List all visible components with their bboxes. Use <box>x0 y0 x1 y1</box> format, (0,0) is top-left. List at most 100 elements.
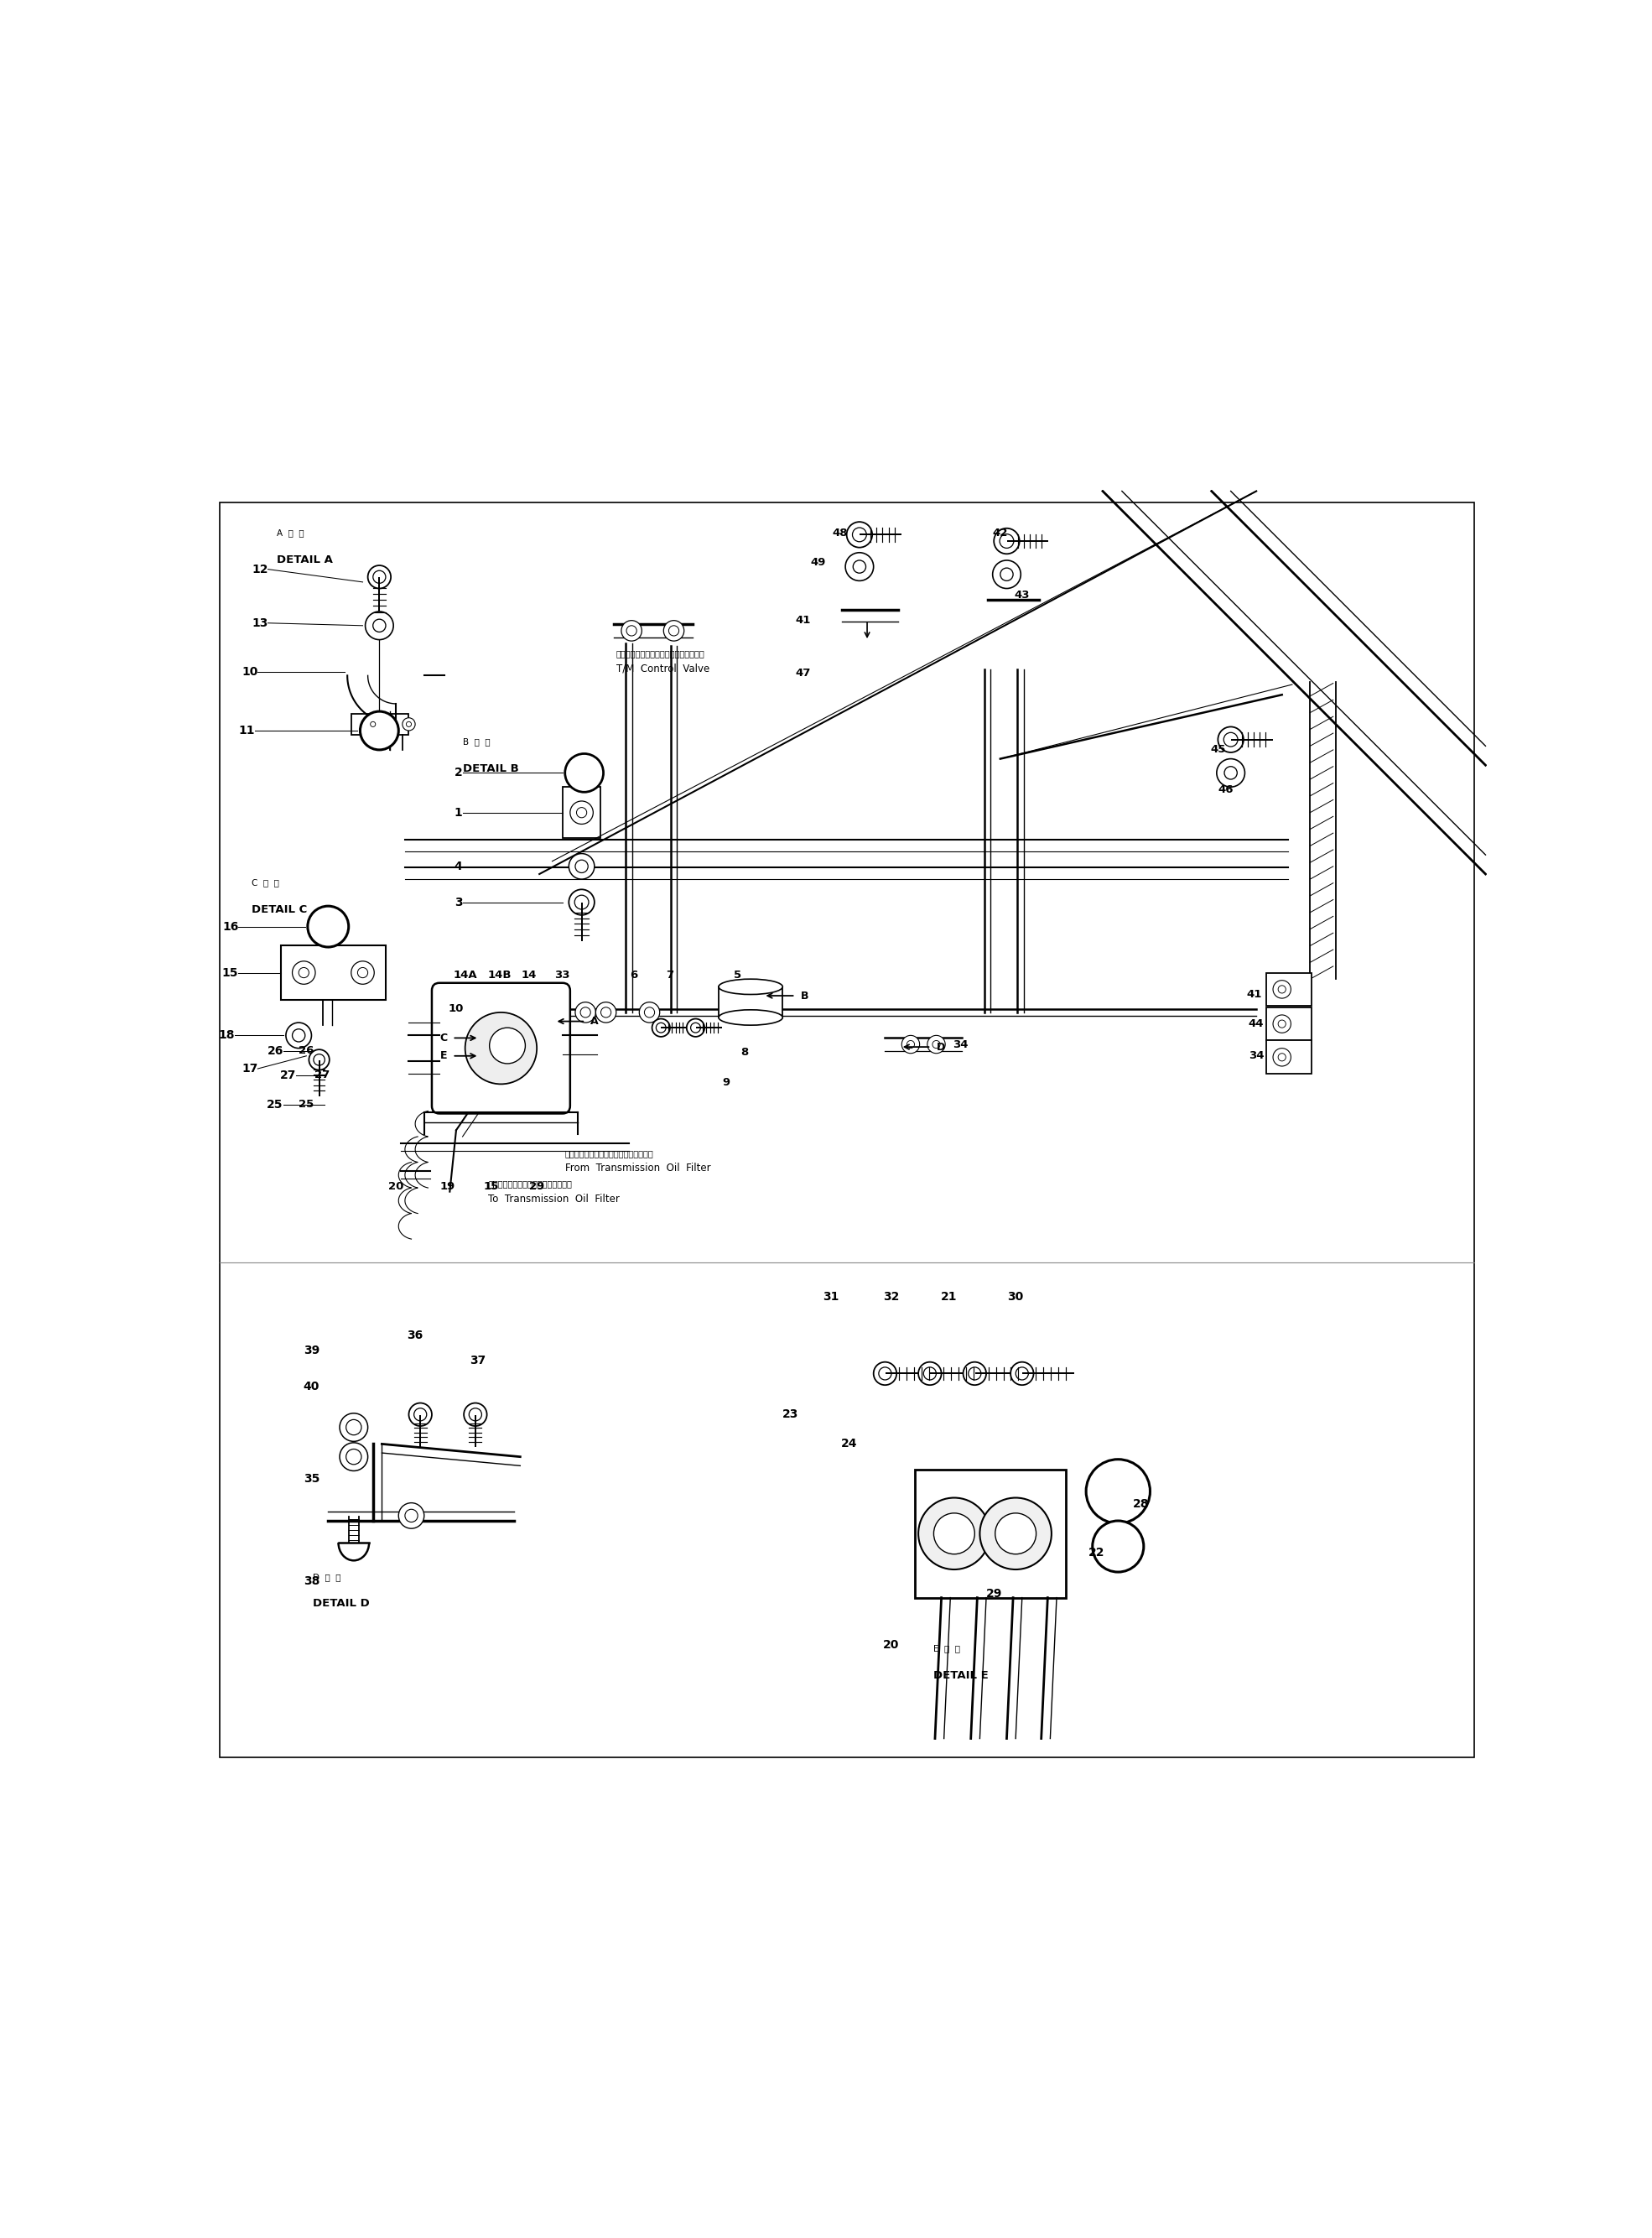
Text: 15: 15 <box>221 967 238 978</box>
Text: 37: 37 <box>469 1354 486 1367</box>
Circle shape <box>653 1018 671 1036</box>
Circle shape <box>1092 1522 1143 1571</box>
Text: 6: 6 <box>631 969 638 980</box>
Text: 19: 19 <box>439 1182 454 1193</box>
Text: E: E <box>439 1050 448 1061</box>
Circle shape <box>1274 980 1290 998</box>
Text: 4: 4 <box>454 859 463 873</box>
Circle shape <box>368 566 392 589</box>
Circle shape <box>352 960 375 985</box>
Text: 26: 26 <box>268 1045 284 1056</box>
Text: 38: 38 <box>304 1576 319 1587</box>
Text: 3: 3 <box>454 897 463 909</box>
Text: 28: 28 <box>1133 1497 1150 1511</box>
Text: 15: 15 <box>482 1182 499 1193</box>
Circle shape <box>489 1027 525 1063</box>
Circle shape <box>398 1504 425 1529</box>
Circle shape <box>292 960 316 985</box>
Circle shape <box>995 528 1019 553</box>
Ellipse shape <box>719 1009 783 1025</box>
Circle shape <box>367 718 380 730</box>
Text: 47: 47 <box>795 667 811 678</box>
Circle shape <box>1218 727 1244 752</box>
Circle shape <box>995 1513 1036 1553</box>
Text: 10: 10 <box>241 667 258 678</box>
FancyBboxPatch shape <box>719 987 783 1018</box>
Circle shape <box>340 1444 368 1470</box>
Circle shape <box>902 1036 920 1054</box>
Circle shape <box>568 853 595 880</box>
Circle shape <box>307 906 349 947</box>
Text: 27: 27 <box>279 1070 296 1081</box>
Text: D: D <box>937 1041 945 1052</box>
Text: 26: 26 <box>299 1045 314 1056</box>
Ellipse shape <box>719 978 783 994</box>
Text: T/M  Control  Valve: T/M Control Valve <box>616 662 709 674</box>
Circle shape <box>464 1403 487 1426</box>
Text: 7: 7 <box>666 969 674 980</box>
Text: トランスミッションコントロールバルブ: トランスミッションコントロールバルブ <box>616 649 705 658</box>
Text: 41: 41 <box>795 615 811 627</box>
Text: 18: 18 <box>218 1029 235 1041</box>
Circle shape <box>466 1012 537 1083</box>
Text: 25: 25 <box>268 1099 284 1110</box>
Text: B: B <box>801 989 808 1000</box>
Text: DETAIL A: DETAIL A <box>278 555 334 566</box>
Circle shape <box>570 801 593 824</box>
Circle shape <box>963 1363 986 1385</box>
Text: 20: 20 <box>388 1182 403 1193</box>
Text: 44: 44 <box>1249 1018 1264 1029</box>
Text: 29: 29 <box>986 1589 1003 1600</box>
Circle shape <box>286 1023 312 1047</box>
Text: DETAIL D: DETAIL D <box>312 1598 370 1609</box>
FancyBboxPatch shape <box>1267 1041 1312 1074</box>
FancyBboxPatch shape <box>281 947 387 1000</box>
Text: 20: 20 <box>884 1638 900 1652</box>
Circle shape <box>664 620 684 640</box>
Text: 21: 21 <box>942 1291 957 1303</box>
Circle shape <box>340 1412 368 1441</box>
Circle shape <box>621 620 643 640</box>
Text: C: C <box>439 1032 448 1043</box>
Text: 13: 13 <box>251 618 268 629</box>
FancyBboxPatch shape <box>431 982 570 1115</box>
Text: 23: 23 <box>781 1408 798 1421</box>
Text: 30: 30 <box>1008 1291 1024 1303</box>
Circle shape <box>980 1497 1052 1569</box>
Text: A: A <box>591 1016 598 1027</box>
Text: 11: 11 <box>240 725 254 736</box>
FancyBboxPatch shape <box>562 788 601 839</box>
Text: 14B: 14B <box>487 969 512 980</box>
Text: 32: 32 <box>884 1291 900 1303</box>
Text: 48: 48 <box>833 528 847 539</box>
Text: 36: 36 <box>406 1329 423 1341</box>
Text: 10: 10 <box>448 1003 464 1014</box>
Circle shape <box>846 553 874 582</box>
Text: 31: 31 <box>823 1291 839 1303</box>
Circle shape <box>1274 1047 1290 1065</box>
Text: 41: 41 <box>1246 989 1262 1000</box>
FancyBboxPatch shape <box>915 1470 1066 1598</box>
Circle shape <box>846 521 872 548</box>
Text: To  Transmission  Oil  Filter: To Transmission Oil Filter <box>489 1193 620 1204</box>
Circle shape <box>1274 1014 1290 1034</box>
Text: 43: 43 <box>1014 589 1029 600</box>
Text: 14A: 14A <box>453 969 477 980</box>
Text: 27: 27 <box>314 1070 329 1081</box>
Text: 34: 34 <box>953 1038 968 1050</box>
Circle shape <box>575 1003 596 1023</box>
Text: DETAIL C: DETAIL C <box>251 904 307 915</box>
Text: 42: 42 <box>993 528 1008 539</box>
Text: 2: 2 <box>454 768 463 779</box>
Text: 29: 29 <box>529 1182 545 1193</box>
Text: B  詳  細: B 詳 細 <box>463 739 491 745</box>
Circle shape <box>927 1036 945 1054</box>
Text: 1: 1 <box>454 806 463 819</box>
Circle shape <box>993 560 1021 589</box>
Circle shape <box>408 1403 431 1426</box>
Circle shape <box>687 1018 704 1036</box>
FancyBboxPatch shape <box>1267 1007 1312 1041</box>
Circle shape <box>919 1497 990 1569</box>
Text: 45: 45 <box>1211 745 1226 754</box>
Text: 34: 34 <box>1249 1050 1264 1061</box>
